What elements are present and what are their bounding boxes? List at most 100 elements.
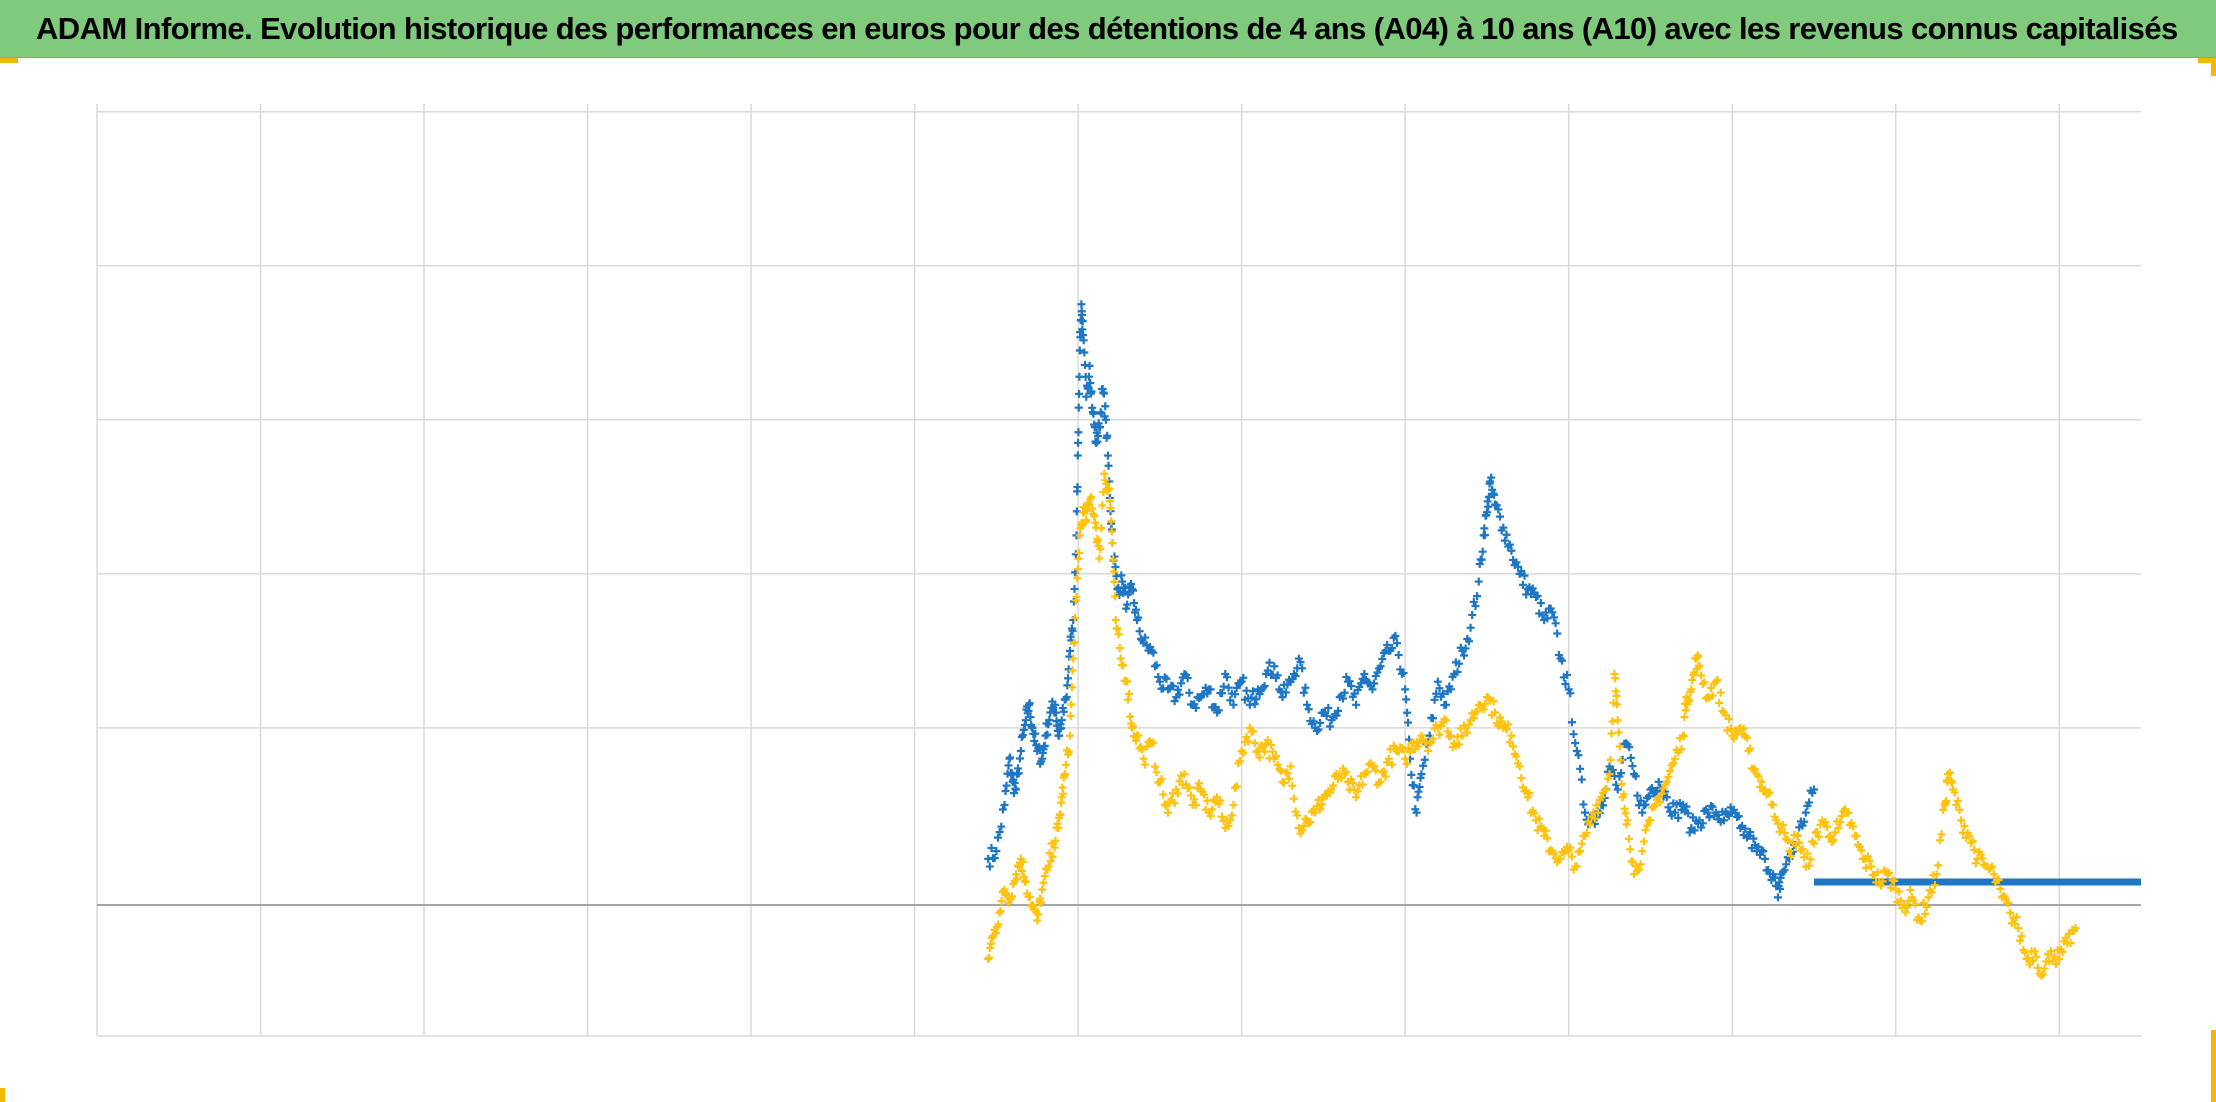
chart-title-bar: ADAM Informe. Evolution historique des p…	[0, 0, 2216, 58]
data-point	[1793, 831, 1802, 840]
data-point-dense	[1561, 679, 1570, 688]
data-point-dense	[1329, 781, 1338, 790]
data-point-dense	[1656, 798, 1665, 807]
data-point-dense	[1541, 826, 1550, 835]
data-point-dense	[1135, 627, 1144, 636]
data-point-dense	[2012, 912, 2021, 921]
data-point-dense	[1276, 766, 1285, 775]
data-point-dense	[1469, 714, 1478, 723]
data-point	[1401, 754, 1410, 763]
data-point-dense	[1159, 790, 1168, 799]
data-point-dense	[1040, 741, 1049, 750]
data-point-dense	[1034, 910, 1043, 919]
data-point-dense	[1222, 673, 1231, 682]
data-point	[1074, 438, 1083, 447]
data-point-dense	[1043, 730, 1052, 739]
data-point-dense	[1489, 697, 1498, 706]
data-point	[1087, 492, 1096, 501]
data-point-dense	[1057, 724, 1066, 733]
data-point-dense	[1628, 762, 1637, 771]
data-point-dense	[1191, 801, 1200, 810]
data-point-dense	[1775, 884, 1784, 893]
data-point-dense	[1582, 828, 1591, 837]
data-point-dense	[1283, 769, 1292, 778]
data-point-dense	[1281, 688, 1290, 697]
data-point-dense	[1111, 592, 1120, 601]
data-point-dense	[1017, 866, 1026, 875]
data-point-dense	[1877, 881, 1885, 890]
data-point-dense	[1388, 760, 1397, 769]
data-point	[1809, 785, 1818, 794]
data-point-dense	[1684, 809, 1693, 818]
data-point-dense	[1903, 903, 1912, 912]
data-point-dense	[1301, 683, 1310, 692]
data-point-dense	[1697, 671, 1706, 680]
data-point-dense	[1347, 682, 1356, 691]
data-point-dense	[1996, 884, 2005, 893]
data-point-dense	[1757, 777, 1766, 786]
data-point-dense	[1567, 852, 1576, 861]
data-point-dense	[1935, 836, 1944, 845]
data-point-dense	[1453, 733, 1462, 742]
data-point-dense	[2029, 956, 2038, 965]
data-point-dense	[1224, 822, 1233, 831]
data-point-dense	[1399, 669, 1408, 678]
data-point-dense	[1298, 826, 1307, 835]
data-point-dense	[1697, 823, 1706, 832]
data-point	[1065, 731, 1074, 740]
data-point-dense	[1795, 838, 1804, 847]
data-point-dense	[1208, 805, 1217, 814]
data-point-dense	[1478, 547, 1487, 556]
data-point-dense	[1626, 845, 1635, 854]
data-point	[992, 847, 1001, 856]
data-point-dense	[1226, 816, 1235, 825]
data-point-dense	[1633, 791, 1642, 800]
corner-mark-top-left	[0, 58, 18, 63]
data-point-dense	[1577, 839, 1586, 848]
data-point	[1957, 816, 1966, 825]
data-point-dense	[1999, 891, 2008, 900]
data-point-dense	[1798, 845, 1807, 854]
data-point-dense	[1823, 822, 1832, 831]
data-point-dense	[1271, 752, 1280, 761]
data-point-dense	[1263, 666, 1272, 675]
data-point-dense	[1340, 688, 1349, 697]
data-point-dense	[1585, 820, 1594, 829]
data-point-dense	[1332, 711, 1341, 720]
data-point-dense	[1968, 836, 1977, 845]
data-point-dense	[1955, 805, 1964, 814]
data-point-dense	[991, 928, 1000, 937]
data-point	[1101, 415, 1110, 424]
data-point-dense	[1074, 403, 1083, 412]
data-point-dense	[1473, 592, 1482, 601]
data-point-dense	[1682, 802, 1691, 811]
data-point-dense	[1370, 761, 1379, 770]
data-point-dense	[1947, 778, 1956, 787]
data-point	[2030, 947, 2039, 956]
data-point-dense	[1464, 720, 1473, 729]
data-point-dense	[1014, 769, 1023, 778]
data-point	[2038, 970, 2047, 979]
data-point-dense	[1242, 732, 1251, 741]
data-point-dense	[1836, 817, 1845, 826]
data-point-dense	[1934, 861, 1943, 870]
data-point-dense	[1404, 718, 1413, 727]
data-point-dense	[1096, 422, 1105, 431]
data-point	[1687, 685, 1696, 694]
data-point-dense	[1865, 856, 1874, 865]
data-point	[1118, 577, 1127, 586]
data-point	[1826, 831, 1835, 840]
data-point-dense	[1129, 586, 1138, 595]
data-point-dense	[1236, 757, 1244, 766]
data-point-dense	[1971, 859, 1980, 868]
data-point	[1376, 777, 1385, 786]
data-point-dense	[1075, 548, 1084, 557]
data-point-dense	[1558, 656, 1567, 665]
data-point-dense	[1649, 802, 1658, 811]
data-point	[1695, 662, 1704, 671]
data-point-dense	[1378, 654, 1387, 663]
data-point	[1123, 677, 1132, 686]
data-point-dense	[1252, 695, 1261, 704]
data-point-dense	[1970, 845, 1979, 854]
data-point-dense	[1030, 736, 1039, 745]
